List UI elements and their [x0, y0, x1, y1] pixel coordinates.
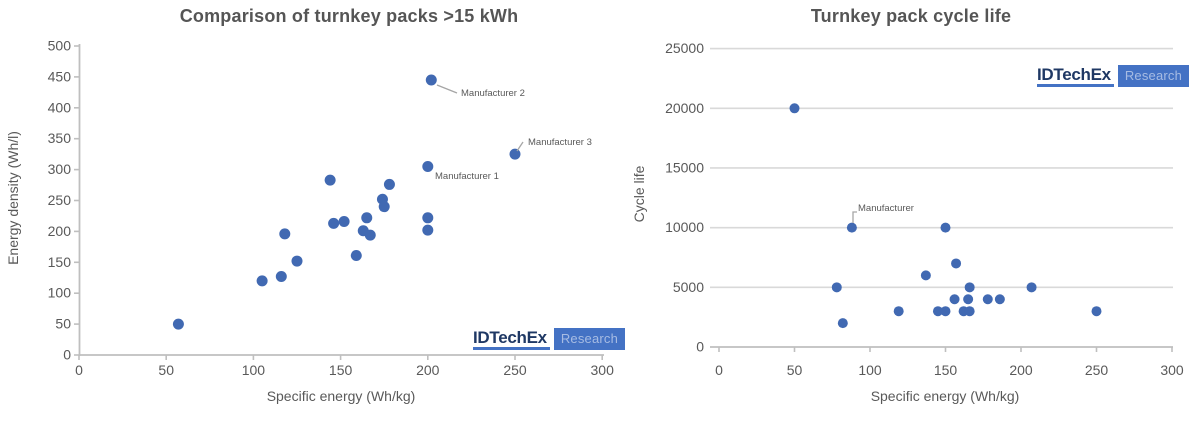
left-chart-title: Comparison of turnkey packs >15 kWh: [179, 6, 519, 26]
data-point: [964, 306, 975, 317]
data-point: [422, 161, 434, 173]
x-tick-label: 250: [1085, 362, 1109, 378]
idtechex-research-badge: Research: [553, 328, 626, 350]
data-point: [982, 294, 993, 305]
y-tick-label: 0: [696, 339, 704, 355]
idtechex-logo-text: IDTechEx: [1037, 65, 1114, 87]
data-point: [509, 148, 521, 160]
data-point: [831, 282, 842, 293]
data-point: [932, 306, 943, 317]
y-tick-label: 0: [63, 347, 71, 363]
x-tick-label: 50: [158, 362, 174, 378]
annotation-manufacturer: Manufacturer: [858, 203, 914, 214]
data-point: [963, 294, 974, 305]
data-point: [425, 74, 437, 86]
idtechex-logo-right: IDTechEx Research: [1037, 65, 1190, 87]
x-tick-label: 200: [1009, 362, 1033, 378]
data-point: [328, 217, 340, 229]
annotation-manufacturer-2: Manufacturer 2: [461, 88, 525, 99]
left-x-axis-title: Specific energy (Wh/kg): [266, 388, 416, 404]
y-tick-label: 400: [48, 99, 72, 115]
data-point: [291, 255, 303, 267]
data-point: [422, 224, 434, 236]
y-tick-label: 15000: [665, 159, 704, 175]
data-point: [949, 294, 960, 305]
data-point: [172, 318, 184, 330]
data-point: [256, 275, 268, 287]
y-tick-label: 300: [48, 161, 72, 177]
data-point: [350, 250, 362, 262]
right-y-axis-title: Cycle life: [631, 165, 647, 223]
data-point: [364, 229, 376, 241]
x-tick-label: 0: [715, 362, 723, 378]
x-tick-label: 300: [1160, 362, 1184, 378]
data-point: [1026, 282, 1037, 293]
data-point: [893, 306, 904, 317]
data-point: [940, 222, 951, 233]
data-point: [837, 318, 848, 329]
y-tick-label: 20000: [665, 100, 704, 116]
x-tick-label: 100: [242, 362, 266, 378]
x-tick-label: 50: [787, 362, 803, 378]
data-point: [338, 216, 350, 228]
y-tick-label: 25000: [665, 40, 704, 56]
data-point: [361, 212, 373, 224]
data-point: [279, 228, 291, 240]
y-tick-label: 5000: [673, 279, 704, 295]
annotation-manufacturer-3: Manufacturer 3: [528, 137, 592, 148]
right-x-axis-title: Specific energy (Wh/kg): [870, 388, 1020, 404]
idtechex-research-badge: Research: [1117, 65, 1190, 87]
x-tick-label: 100: [858, 362, 882, 378]
y-tick-label: 150: [48, 254, 72, 270]
data-point: [324, 174, 336, 186]
data-point: [940, 306, 951, 317]
y-tick-label: 200: [48, 223, 72, 239]
x-tick-label: 0: [75, 362, 83, 378]
annotation-leader-line: [436, 84, 458, 94]
y-tick-label: 100: [48, 285, 72, 301]
data-point: [920, 270, 931, 281]
y-tick-label: 250: [48, 192, 72, 208]
x-tick-label: 150: [934, 362, 958, 378]
x-tick-label: 150: [329, 362, 353, 378]
y-tick-label: 350: [48, 130, 72, 146]
right-chart-title: Turnkey pack cycle life: [810, 6, 1012, 26]
data-point: [275, 271, 287, 283]
idtechex-logo-text: IDTechEx: [473, 328, 550, 350]
data-point: [422, 212, 434, 224]
x-tick-label: 300: [591, 362, 615, 378]
data-point: [846, 222, 857, 233]
y-tick-label: 450: [48, 68, 72, 84]
y-tick-label: 500: [48, 38, 72, 54]
data-point: [378, 201, 390, 213]
data-point: [789, 103, 800, 114]
data-point: [994, 294, 1005, 305]
annotation-leader-line: [516, 141, 524, 152]
x-tick-label: 250: [503, 362, 527, 378]
left-y-axis-title: Energy density (Wh/l): [5, 131, 21, 265]
idtechex-logo-left: IDTechEx Research: [473, 328, 626, 350]
x-tick-label: 200: [416, 362, 440, 378]
data-point: [383, 178, 395, 190]
data-point: [1091, 306, 1102, 317]
y-tick-label: 50: [55, 316, 71, 332]
y-tick-label: 10000: [665, 219, 704, 235]
annotation-leader-line: [852, 211, 857, 223]
data-point: [951, 258, 962, 269]
data-point: [964, 282, 975, 293]
annotation-manufacturer-1: Manufacturer 1: [435, 171, 499, 182]
